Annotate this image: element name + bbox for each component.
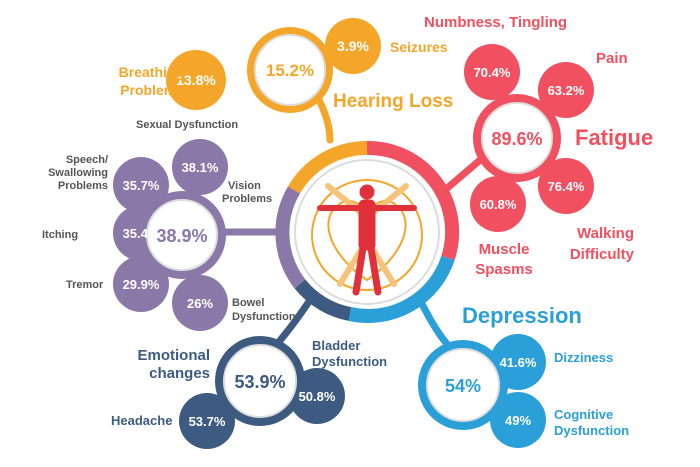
- seizures-value: 3.9%: [337, 38, 369, 54]
- pain-label: Pain: [596, 50, 628, 67]
- hearing-loss-title: Hearing Loss: [333, 91, 453, 112]
- sexual-dysfunction-label: Sexual Dysfunction: [136, 119, 238, 131]
- cognitive-dysfunction-label-line2: Dysfunction: [554, 423, 629, 438]
- tremor-value: 29.9%: [123, 277, 160, 292]
- bladder-dysfunction-label-line1: Bladder: [312, 338, 360, 353]
- vision-problems-title-line1: Vision: [228, 180, 261, 192]
- bladder-dysfunction-label-line2: Dysfunction: [312, 354, 387, 369]
- itching-value: 35.4%: [123, 226, 160, 241]
- emotional-changes-title-line2: changes: [149, 365, 210, 382]
- depression-title: Depression: [462, 303, 582, 328]
- fatigue-title: Fatigue: [575, 125, 653, 150]
- speech-swallowing-label-line1: Speech/: [66, 154, 108, 166]
- bowel-dysfunction-label-line1: Bowel: [232, 297, 264, 309]
- hearing-loss-hub-value: 15.2%: [266, 61, 314, 80]
- dizziness-label: Dizziness: [554, 350, 613, 365]
- muscle-spasms-label-line1: Muscle: [479, 241, 530, 258]
- vision-problems-title-line2: Problems: [222, 193, 272, 205]
- speech-swallowing-label-line3: Problems: [58, 180, 108, 192]
- bowel-dysfunction-label-line2: Dysfunction: [232, 311, 296, 323]
- tremor-label: Tremor: [66, 279, 104, 291]
- fatigue-group: 89.6% 70.4% 63.2% 76.4% 60.8% Numbness, …: [424, 14, 653, 278]
- emotional-changes-title-line1: Emotional: [137, 347, 210, 364]
- emotional-changes-hub-value: 53.9%: [234, 372, 285, 392]
- bladder-dysfunction-value: 50.8%: [299, 389, 336, 404]
- depression-group: 54% 41.6% 49% Depression Dizziness Cogni…: [418, 303, 629, 448]
- hearing-loss-group: 15.2% 13.8% 3.9% Seizures Breathing Prob…: [119, 18, 453, 113]
- numbness-tingling-value: 70.4%: [474, 65, 511, 80]
- breathing-problems-label-line1: Breathing: [119, 64, 184, 80]
- vitruvian-human-figure-icon: [311, 179, 423, 296]
- vision-problems-hub-value: 38.9%: [156, 226, 207, 246]
- sexual-dysfunction-value: 38.1%: [182, 160, 219, 175]
- breathing-problems-value: 13.8%: [176, 72, 216, 88]
- fatigue-hub-value: 89.6%: [491, 129, 542, 149]
- dizziness-value: 41.6%: [500, 355, 537, 370]
- cognitive-dysfunction-label-line1: Cognitive: [554, 407, 613, 422]
- itching-label: Itching: [42, 229, 78, 241]
- walking-difficulty-value: 76.4%: [548, 179, 585, 194]
- muscle-spasms-value: 60.8%: [480, 197, 517, 212]
- bowel-dysfunction-value: 26%: [187, 296, 213, 311]
- seizures-label: Seizures: [390, 39, 448, 55]
- walking-difficulty-label-line1: Walking: [577, 225, 634, 242]
- numbness-tingling-label: Numbness, Tingling: [424, 14, 567, 31]
- muscle-spasms-label-line2: Spasms: [475, 261, 533, 278]
- pain-value: 63.2%: [548, 83, 585, 98]
- depression-hub-value: 54%: [445, 376, 481, 396]
- emotional-changes-group: 53.9% 50.8% 53.7% Emotional changes Blad…: [111, 336, 387, 449]
- cognitive-dysfunction-value: 49%: [505, 413, 531, 428]
- headache-label: Headache: [111, 413, 172, 428]
- breathing-problems-label-line2: Problems: [120, 82, 184, 98]
- speech-swallowing-value: 35.7%: [123, 178, 160, 193]
- vision-problems-group: 38.9% 38.1% 35.7% 35.4% 29.9% 26% Sexual…: [42, 119, 296, 331]
- headache-value: 53.7%: [189, 414, 226, 429]
- speech-swallowing-label-line2: Swallowing: [48, 167, 108, 179]
- walking-difficulty-label-line2: Difficulty: [570, 246, 635, 263]
